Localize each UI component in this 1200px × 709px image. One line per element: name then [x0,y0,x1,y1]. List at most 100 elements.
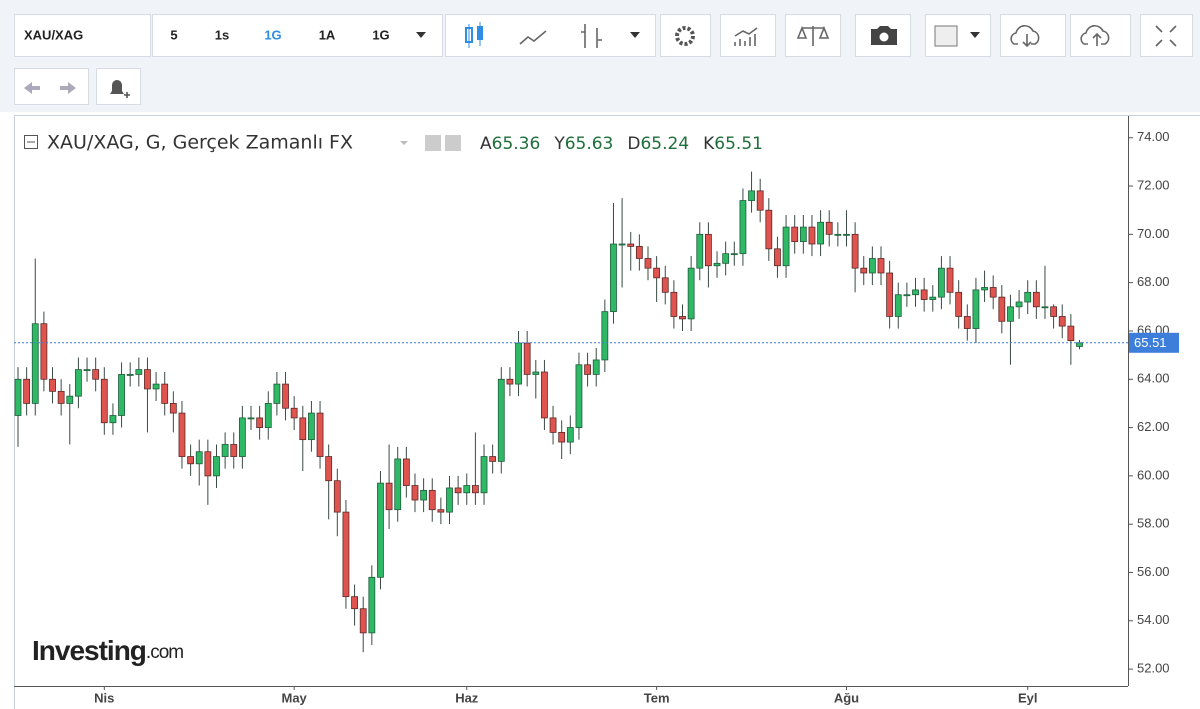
indicators-btn[interactable] [720,14,776,57]
candle-body [1067,325,1075,342]
candle-body [765,209,773,250]
brand-suffix: .com [146,642,183,663]
color-swatch [934,25,958,47]
candle-body [972,289,980,329]
candle-body [722,253,730,264]
candle-body [1058,316,1066,327]
candle-body [920,289,928,300]
candle-body [963,316,971,329]
save-btn[interactable] [1070,14,1131,57]
fullscreen-btn[interactable] [1140,14,1193,57]
interval[interactable]: 1G [264,27,281,42]
candle-body [679,316,686,320]
candle-body [316,412,324,457]
candle-body [290,407,298,419]
candle-icon[interactable] [465,22,483,48]
candle-body [1076,342,1083,347]
brand-name: Investing [32,635,146,666]
candle-body [868,258,876,274]
y-tick-label: 64.00 [1137,371,1170,386]
candle-body [385,482,393,511]
x-tick-label: Ağu [834,690,859,705]
y-tick-label: 68.00 [1137,274,1170,289]
x-tick-label: Haz [455,690,479,705]
candle-body [23,378,31,404]
collapse-icon[interactable] [24,135,38,149]
candle-body [333,480,341,513]
candle-body [152,383,160,390]
load-btn[interactable] [1000,14,1066,57]
y-tick-label: 58.00 [1137,516,1170,531]
candle-body [377,482,384,578]
candle-body [471,485,479,494]
scale-icon [796,25,830,46]
candle-body [256,417,264,428]
candle-body [1050,306,1057,317]
candle-body [644,258,652,269]
candle-body [40,323,48,380]
bar-icon[interactable] [581,24,602,48]
candle-body [989,287,997,298]
candle-body [213,456,220,477]
y-tick-label: 62.00 [1137,419,1170,434]
candle-body [523,342,531,375]
candle-body [161,383,169,404]
interval[interactable]: 1A [319,27,336,42]
candle-body [808,226,816,245]
candle-body [428,489,436,511]
interval[interactable]: 5 [170,27,177,42]
candle-body [109,415,117,424]
ohlc-value: 65.24 [640,134,689,154]
candle-body [627,243,635,247]
candle-body [601,311,609,361]
undo-icon[interactable] [24,82,40,94]
candle-body [549,417,557,433]
candle-body [929,296,937,300]
candle-body [282,383,289,409]
symbol-box[interactable] [14,14,151,57]
eye-icon[interactable] [425,135,441,151]
candle-body [955,291,963,317]
candle-body [178,412,186,457]
candle-body [230,444,238,457]
interval[interactable]: 1s [215,27,229,42]
candle-body [834,233,842,236]
candle-body [610,243,617,313]
candle-body [325,456,333,482]
candle-body [437,509,445,513]
candle-body [489,456,497,462]
candle-body [342,511,350,598]
candle-body [402,458,410,486]
title-dropdown[interactable] [400,141,408,145]
candle-body [14,378,22,416]
candle-body [1015,301,1023,308]
interval-group [152,14,443,57]
settings-btn[interactable] [660,14,711,57]
line-icon[interactable] [519,30,547,45]
dropdown[interactable] [630,32,640,38]
candle-body [394,458,402,511]
candle-body [584,364,591,375]
fullscreen-icon [1155,25,1177,47]
candle-body [169,403,177,414]
candle-body [411,485,419,501]
candle-body [851,233,859,269]
candle-body [480,456,488,494]
dropdown[interactable] [416,32,426,38]
redo-icon[interactable] [60,82,76,94]
interval[interactable]: 1G [372,27,389,42]
candle-body [187,456,195,465]
candle-body [739,200,747,255]
last-price-label: 65.51 [1134,335,1167,350]
x-tick-label: Tem [644,690,670,705]
last-price-box [1129,332,1179,353]
ohlc-label: A [480,134,492,154]
settings-icon[interactable] [445,135,461,151]
candle-body [75,369,82,397]
candle-body [308,412,315,441]
candle-body [92,369,100,380]
candle-body [653,267,661,279]
candle-body [454,487,462,494]
